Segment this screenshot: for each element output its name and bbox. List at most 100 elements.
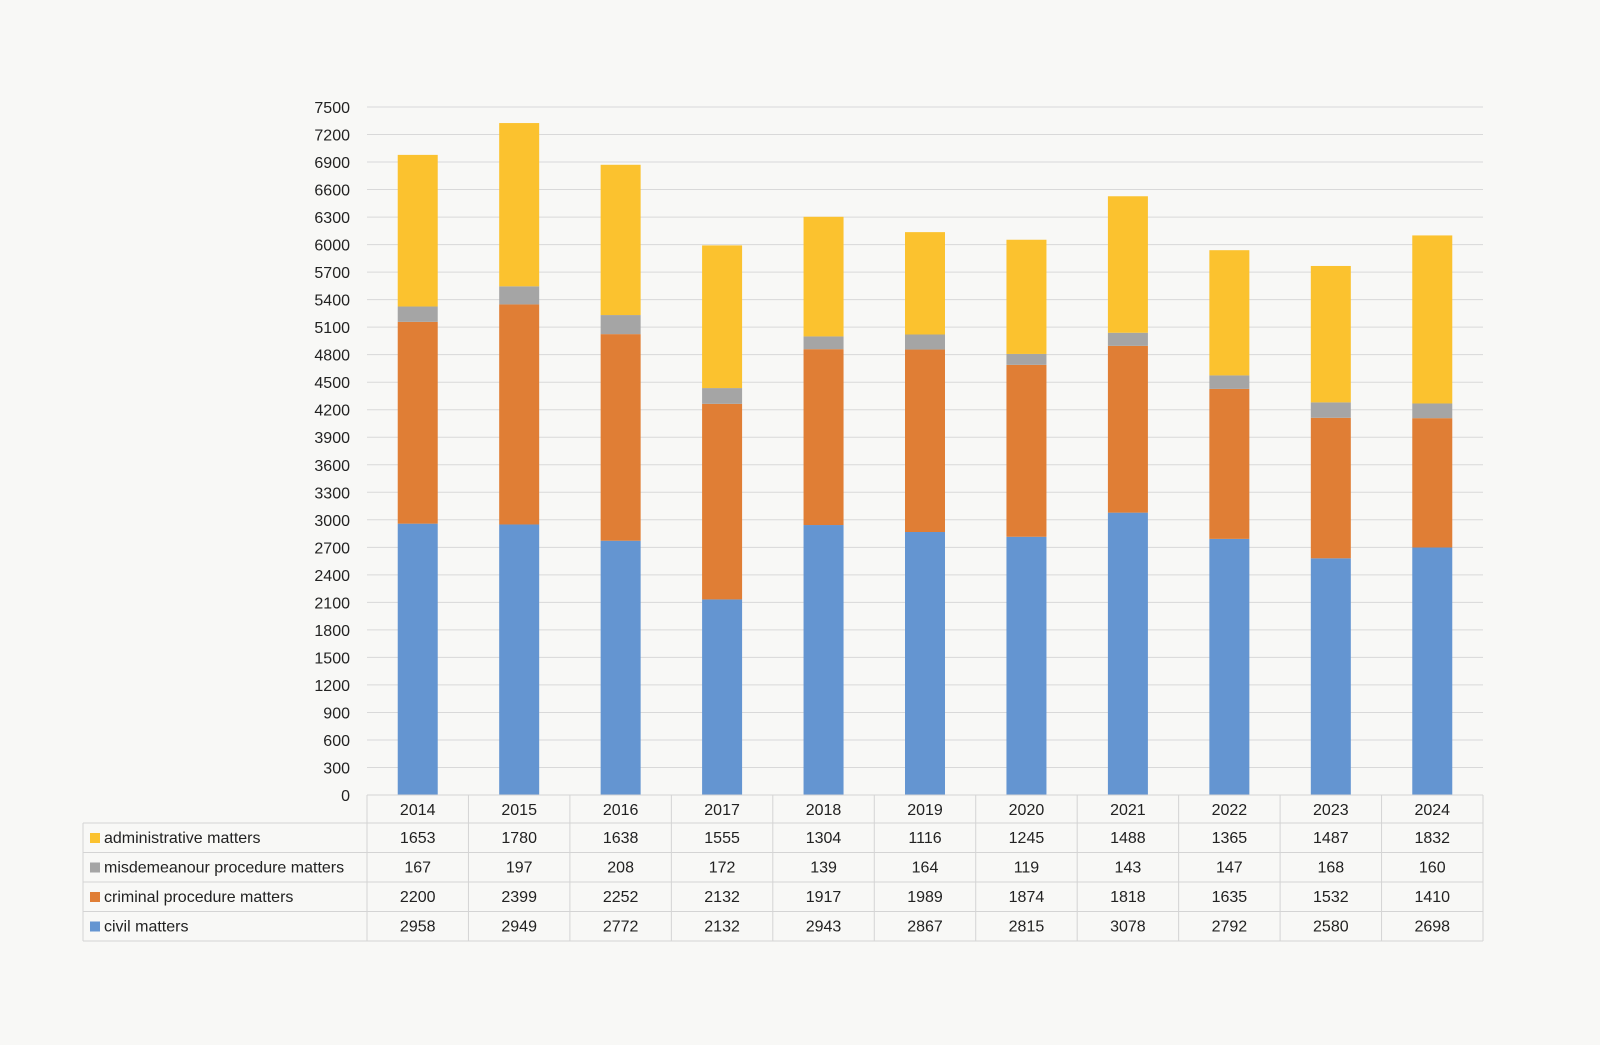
- legend-label: misdemeanour procedure matters: [104, 860, 344, 877]
- bar-segment-misdemeanour-procedure-matters-2014: [397, 306, 438, 322]
- y-tick-label: 7200: [314, 128, 350, 145]
- y-tick-label: 5400: [314, 293, 350, 310]
- y-tick-label: 2400: [314, 568, 350, 585]
- bar-segment-administrative-matters-2021: [1107, 196, 1148, 333]
- table-cell-value: 2792: [1212, 919, 1248, 936]
- table-cell-value: 1832: [1414, 830, 1450, 847]
- bar-segment-administrative-matters-2017: [702, 245, 743, 389]
- y-tick-label: 5700: [314, 265, 350, 282]
- bar-segment-civil-matters-2015: [499, 524, 540, 795]
- table-cell-value: 1365: [1212, 830, 1248, 847]
- y-tick-label: 600: [323, 733, 350, 750]
- legend-label: administrative matters: [104, 830, 261, 847]
- y-tick-label: 4800: [314, 348, 350, 365]
- bar-segment-administrative-matters-2024: [1412, 235, 1453, 404]
- legend-label: civil matters: [104, 919, 188, 936]
- bar-segment-criminal-procedure-matters-2023: [1310, 417, 1351, 559]
- table-cell-value: 119: [1014, 860, 1040, 877]
- legend-swatch: [90, 833, 100, 843]
- table-cell-value: 1874: [1009, 889, 1045, 906]
- bar-segment-civil-matters-2022: [1209, 538, 1250, 795]
- y-tick-label: 3300: [314, 485, 350, 502]
- bar-segment-misdemeanour-procedure-matters-2024: [1412, 403, 1453, 419]
- table-cell-value: 2252: [603, 889, 639, 906]
- table-cell-value: 2399: [501, 889, 537, 906]
- y-tick-label: 0: [341, 788, 350, 805]
- y-tick-label: 1500: [314, 650, 350, 667]
- bar-segment-criminal-procedure-matters-2015: [499, 304, 540, 525]
- y-tick-label: 1200: [314, 678, 350, 695]
- table-cell-value: 2132: [704, 889, 740, 906]
- table-cell-value: 2949: [501, 919, 537, 936]
- table-cell-value: 1116: [908, 830, 941, 847]
- x-category-label: 2016: [603, 802, 639, 819]
- x-category-label: 2019: [907, 802, 943, 819]
- table-cell-value: 172: [709, 860, 736, 877]
- table-cell-value: 164: [912, 860, 939, 877]
- bar-segment-civil-matters-2016: [600, 540, 641, 795]
- bar-segment-criminal-procedure-matters-2020: [1006, 364, 1047, 537]
- table-cell-value: 160: [1419, 860, 1446, 877]
- x-category-label: 2015: [501, 802, 537, 819]
- bar-segment-administrative-matters-2019: [905, 232, 945, 335]
- bar-segment-criminal-procedure-matters-2014: [397, 321, 438, 524]
- table-cell-value: 167: [404, 860, 431, 877]
- table-cell-value: 2943: [806, 919, 842, 936]
- y-tick-label: 6000: [314, 238, 350, 255]
- table-cell-value: 2580: [1313, 919, 1349, 936]
- bar-segment-criminal-procedure-matters-2016: [600, 334, 641, 541]
- y-tick-label: 900: [323, 705, 350, 722]
- table-cell-value: 208: [607, 860, 634, 877]
- bar-segment-civil-matters-2020: [1006, 536, 1047, 795]
- bar-segment-criminal-procedure-matters-2019: [905, 349, 945, 533]
- table-cell-value: 1653: [400, 830, 436, 847]
- bar-segment-misdemeanour-procedure-matters-2022: [1209, 375, 1250, 389]
- x-category-label: 2024: [1414, 802, 1450, 819]
- bar-segment-civil-matters-2024: [1412, 547, 1453, 795]
- bar-segment-administrative-matters-2016: [600, 164, 641, 316]
- x-category-label: 2021: [1110, 802, 1146, 819]
- x-category-label: 2017: [704, 802, 740, 819]
- x-category-label: 2022: [1212, 802, 1248, 819]
- table-cell-value: 147: [1216, 860, 1243, 877]
- y-tick-label: 3000: [314, 513, 350, 530]
- bar-segment-criminal-procedure-matters-2018: [803, 349, 844, 526]
- bar-segment-misdemeanour-procedure-matters-2017: [702, 388, 743, 404]
- table-cell-value: 2867: [907, 919, 943, 936]
- bar-segment-misdemeanour-procedure-matters-2015: [499, 286, 540, 305]
- bar-segment-administrative-matters-2015: [499, 123, 540, 287]
- y-tick-label: 5100: [314, 320, 350, 337]
- table-cell-value: 2772: [603, 919, 639, 936]
- table-cell-value: 1555: [704, 830, 740, 847]
- y-tick-label: 2100: [314, 595, 350, 612]
- bar-segment-criminal-procedure-matters-2017: [702, 403, 743, 600]
- y-tick-label: 2700: [314, 540, 350, 557]
- table-cell-value: 1818: [1110, 889, 1146, 906]
- bar-segment-civil-matters-2023: [1310, 558, 1351, 795]
- bar-segment-civil-matters-2014: [397, 523, 438, 795]
- y-tick-label: 3900: [314, 430, 350, 447]
- table-cell-value: 197: [506, 860, 533, 877]
- table-cell-value: 1917: [806, 889, 842, 906]
- table-cell-value: 2958: [400, 919, 436, 936]
- y-tick-label: 300: [323, 760, 350, 777]
- bar-segment-misdemeanour-procedure-matters-2016: [600, 315, 641, 335]
- y-tick-label: 1800: [314, 623, 350, 640]
- y-tick-label: 6900: [314, 155, 350, 172]
- table-cell-value: 1989: [907, 889, 943, 906]
- table-cell-value: 1780: [501, 830, 537, 847]
- table-cell-value: 1487: [1313, 830, 1349, 847]
- bar-segment-administrative-matters-2014: [397, 154, 438, 307]
- table-cell-value: 2815: [1009, 919, 1045, 936]
- y-tick-label: 7500: [314, 100, 350, 117]
- x-category-label: 2014: [400, 802, 436, 819]
- bar-segment-misdemeanour-procedure-matters-2021: [1107, 332, 1148, 346]
- bar-segment-civil-matters-2017: [702, 599, 743, 795]
- table-cell-value: 1488: [1110, 830, 1146, 847]
- bar-segment-civil-matters-2019: [905, 532, 945, 795]
- bar-segment-administrative-matters-2018: [803, 216, 844, 337]
- table-cell-value: 3078: [1110, 919, 1146, 936]
- legend-swatch: [90, 921, 100, 932]
- table-cell-value: 2698: [1414, 919, 1450, 936]
